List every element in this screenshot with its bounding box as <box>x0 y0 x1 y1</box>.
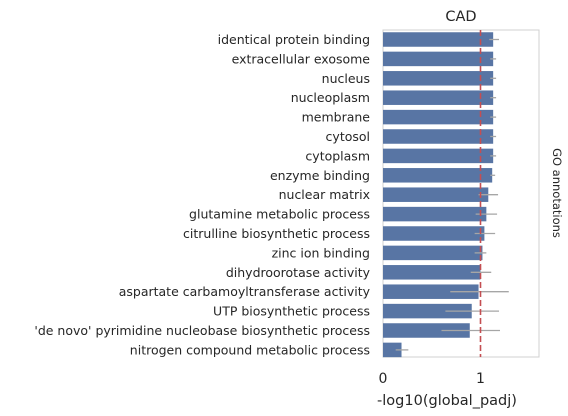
x-tick-label: 1 <box>476 371 485 387</box>
facet-label: GO annotations <box>550 148 564 238</box>
category-label: glutamine metabolic process <box>189 207 370 222</box>
bar <box>383 284 479 299</box>
category-labels: identical protein binding extracellular e… <box>34 32 370 357</box>
bar <box>383 206 487 222</box>
category-label: 'de novo' pyrimidine nucleobase biosynth… <box>34 323 370 338</box>
category-label: cytoplasm <box>305 148 370 163</box>
x-tick-label: 0 <box>379 371 388 387</box>
bar <box>383 90 494 105</box>
bars-group <box>383 32 494 358</box>
category-label: nucleus <box>322 71 370 86</box>
category-label: extracellular exosome <box>232 51 371 66</box>
category-label: dihydroorotase activity <box>226 265 371 280</box>
category-label: nitrogen compound metabolic process <box>130 342 370 357</box>
category-label: nucleoplasm <box>291 90 370 105</box>
bar <box>383 323 470 338</box>
category-label: cytosol <box>326 129 370 144</box>
category-label: UTP biosynthetic process <box>213 304 370 319</box>
category-label: identical protein binding <box>218 32 370 47</box>
category-label: citrulline biosynthetic process <box>183 226 370 241</box>
category-label: zinc ion binding <box>272 245 370 260</box>
bar <box>383 226 485 241</box>
bar <box>383 51 494 67</box>
bar <box>383 168 493 183</box>
category-label: enzyme binding <box>270 168 370 183</box>
bar <box>383 265 481 280</box>
bar <box>383 303 472 319</box>
chart-title: CAD <box>445 9 476 25</box>
error-bars-group <box>395 38 509 351</box>
bar <box>383 342 402 358</box>
category-label: membrane <box>302 110 371 125</box>
bar <box>383 71 494 86</box>
bar <box>383 109 494 125</box>
bar <box>383 187 489 202</box>
bar <box>383 245 483 261</box>
category-label: nuclear matrix <box>279 187 370 202</box>
bar <box>383 148 494 164</box>
bar <box>383 129 494 144</box>
category-label: aspartate carbamoyltransferase activity <box>119 284 371 299</box>
bar <box>383 32 494 47</box>
x-axis-title: -log10(global_padj) <box>377 393 517 409</box>
